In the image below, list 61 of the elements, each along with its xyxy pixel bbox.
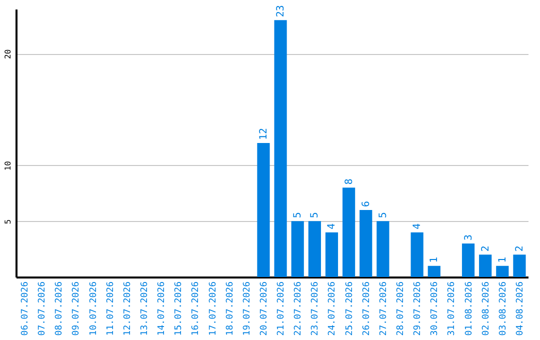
data-label: 1 — [429, 256, 440, 263]
x-tick-label: 10.07.2026 — [88, 282, 99, 336]
bar — [410, 232, 424, 277]
x-tick-label: 21.07.2026 — [276, 282, 287, 336]
data-label: 5 — [310, 212, 321, 218]
data-label: 5 — [378, 212, 389, 218]
x-tick-label: 01.08.2026 — [464, 282, 474, 336]
bar — [360, 210, 372, 277]
x-tick-label: 24.07.2026 — [328, 282, 338, 336]
x-tick-label: 25.07.2026 — [344, 282, 355, 336]
x-tick-label: 22.07.2026 — [294, 282, 304, 336]
bar — [342, 188, 356, 277]
x-tick-label: 16.07.2026 — [191, 282, 202, 336]
x-tick-label: 30.07.2026 — [430, 282, 440, 336]
x-tick-label: 04.08.2026 — [515, 282, 526, 336]
x-tick-label: 09.07.2026 — [72, 282, 82, 336]
x-tick-label: 06.07.2026 — [20, 282, 31, 336]
data-label: 8 — [344, 178, 355, 185]
data-label: 4 — [412, 223, 424, 230]
x-tick-label: 07.07.2026 — [38, 282, 48, 336]
x-tick-label: 18.07.2026 — [225, 282, 236, 336]
x-tick-label: 13.07.2026 — [140, 282, 150, 336]
x-tick-label: 15.07.2026 — [174, 282, 184, 336]
x-tick-label: 03.08.2026 — [498, 282, 508, 336]
x-tick-label: 12.07.2026 — [122, 282, 133, 336]
data-label: 4 — [326, 223, 338, 230]
data-label: 1 — [497, 256, 508, 263]
bar — [376, 221, 390, 277]
x-tick-label: 14.07.2026 — [157, 282, 168, 336]
x-tick-label: 27.07.2026 — [378, 282, 389, 336]
data-label: 6 — [360, 200, 372, 207]
bar — [428, 266, 440, 277]
bar — [291, 221, 304, 277]
data-label: 5 — [292, 212, 304, 218]
x-tick-label: 17.07.2026 — [208, 282, 218, 336]
bar — [496, 266, 509, 277]
x-tick-label: 31.07.2026 — [447, 282, 458, 336]
x-tick-label: 29.07.2026 — [413, 282, 424, 336]
bar — [325, 232, 338, 277]
y-tick-label: 10 — [4, 160, 12, 171]
data-label: 2 — [480, 246, 492, 252]
bar — [479, 254, 492, 277]
x-tick-label: 26.07.2026 — [362, 282, 372, 336]
x-tick-label: 23.07.2026 — [310, 282, 321, 336]
bar — [513, 254, 526, 277]
data-label: 12 — [258, 128, 270, 140]
y-tick-label: 5 — [4, 219, 12, 224]
data-label: 2 — [514, 246, 526, 252]
data-label: 3 — [463, 234, 474, 240]
x-tick-label: 28.07.2026 — [396, 282, 406, 336]
bar — [257, 143, 270, 277]
x-tick-label: 20.07.2026 — [259, 282, 270, 336]
y-tick-label: 20 — [4, 49, 12, 59]
x-tick-label: 02.08.2026 — [481, 282, 492, 336]
x-tick-label: 08.07.2026 — [54, 282, 65, 336]
bar — [274, 20, 287, 277]
bar — [462, 244, 475, 277]
x-tick-label: 11.07.2026 — [106, 282, 116, 336]
data-label: 23 — [276, 5, 287, 18]
bar — [308, 221, 321, 277]
x-tick-label: 19.07.2026 — [242, 282, 252, 336]
